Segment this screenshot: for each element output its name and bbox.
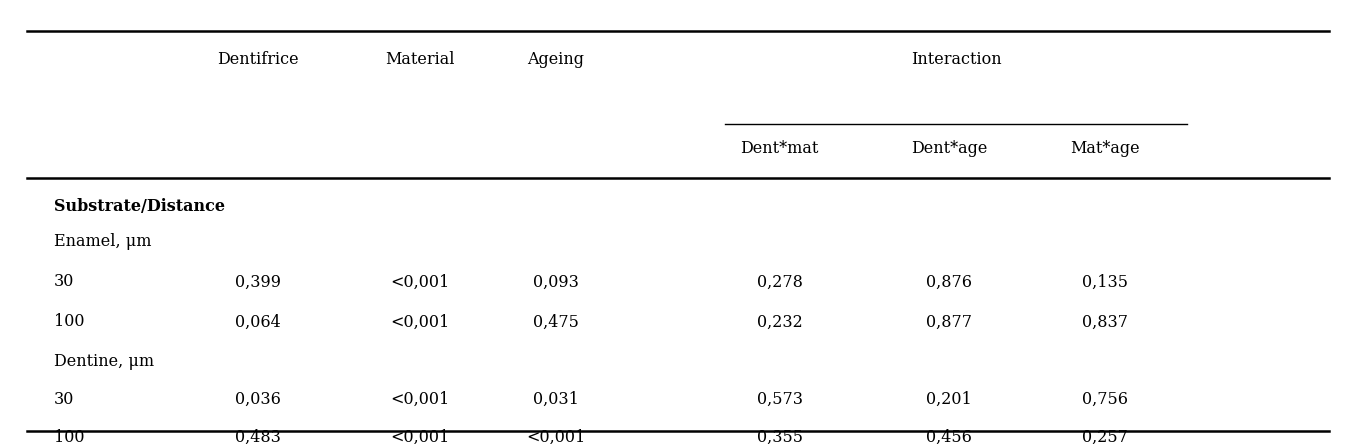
Text: 0,093: 0,093 <box>533 274 579 290</box>
Text: 0,232: 0,232 <box>757 313 803 330</box>
Text: <0,001: <0,001 <box>391 391 450 408</box>
Text: 0,399: 0,399 <box>235 274 281 290</box>
Text: Dentifrice: Dentifrice <box>217 52 298 68</box>
Text: 0,031: 0,031 <box>533 391 579 408</box>
Text: <0,001: <0,001 <box>391 313 450 330</box>
Text: 0,573: 0,573 <box>757 391 803 408</box>
Text: 0,355: 0,355 <box>757 429 803 444</box>
Text: Interaction: Interaction <box>911 52 1001 68</box>
Text: <0,001: <0,001 <box>391 429 450 444</box>
Text: 0,036: 0,036 <box>235 391 281 408</box>
Text: 30: 30 <box>54 274 75 290</box>
Text: 0,483: 0,483 <box>235 429 281 444</box>
Text: Mat*age: Mat*age <box>1070 140 1140 157</box>
Text: 0,135: 0,135 <box>1082 274 1128 290</box>
Text: 30: 30 <box>54 391 75 408</box>
Text: 0,877: 0,877 <box>926 313 972 330</box>
Text: 0,756: 0,756 <box>1082 391 1128 408</box>
Text: 0,064: 0,064 <box>235 313 281 330</box>
Text: Enamel, μm: Enamel, μm <box>54 234 152 250</box>
Text: 0,475: 0,475 <box>533 313 579 330</box>
Text: 0,257: 0,257 <box>1082 429 1128 444</box>
Text: 0,837: 0,837 <box>1082 313 1128 330</box>
Text: Ageing: Ageing <box>527 52 584 68</box>
Text: 0,876: 0,876 <box>926 274 972 290</box>
Text: Dent*mat: Dent*mat <box>740 140 819 157</box>
Text: Substrate/Distance: Substrate/Distance <box>54 198 225 215</box>
Text: 0,201: 0,201 <box>926 391 972 408</box>
Text: 0,278: 0,278 <box>757 274 803 290</box>
Text: 100: 100 <box>54 429 84 444</box>
Text: <0,001: <0,001 <box>526 429 586 444</box>
Text: Material: Material <box>385 52 456 68</box>
Text: <0,001: <0,001 <box>391 274 450 290</box>
Text: Dent*age: Dent*age <box>911 140 987 157</box>
Text: 0,456: 0,456 <box>926 429 972 444</box>
Text: Dentine, μm: Dentine, μm <box>54 353 155 370</box>
Text: 100: 100 <box>54 313 84 330</box>
